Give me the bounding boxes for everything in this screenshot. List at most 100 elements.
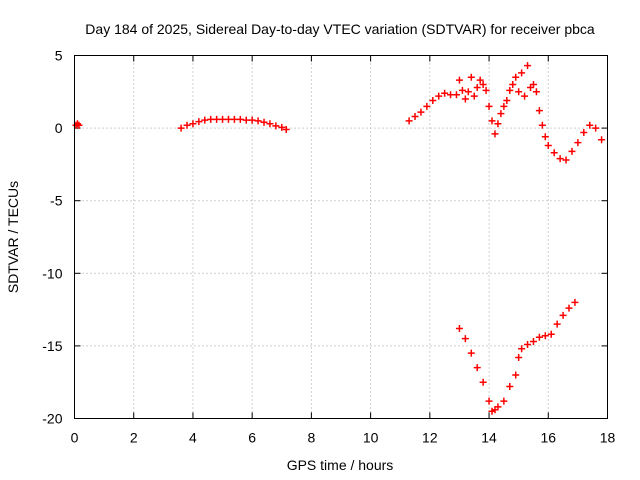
data-point — [550, 149, 558, 157]
data-point — [455, 76, 463, 84]
x-tick-label: 10 — [363, 430, 379, 446]
data-point — [479, 378, 487, 386]
x-tick-label: 6 — [248, 430, 256, 446]
data-point — [509, 81, 517, 89]
data-point — [282, 126, 290, 134]
data-point — [242, 116, 250, 124]
data-point — [491, 130, 499, 138]
data-point — [75, 121, 83, 129]
data-point — [183, 121, 191, 129]
data-point — [535, 107, 543, 115]
series-segment-afternoon-upper — [405, 62, 606, 164]
data-point — [435, 92, 443, 100]
data-point — [512, 73, 520, 81]
data-point — [452, 91, 460, 99]
data-point — [494, 403, 502, 411]
data-point — [447, 91, 455, 99]
x-tick-label: 4 — [189, 430, 197, 446]
y-tick-label: -20 — [42, 411, 62, 427]
series-segment-afternoon-lower — [455, 298, 579, 415]
data-point — [429, 97, 437, 105]
data-point — [515, 354, 523, 362]
data-point — [598, 136, 606, 144]
data-point — [529, 81, 537, 89]
data-point — [544, 142, 552, 150]
data-point — [479, 81, 487, 89]
x-tick-label: 14 — [481, 430, 497, 446]
data-point — [423, 102, 431, 110]
data-point — [541, 332, 549, 340]
data-point — [518, 345, 526, 353]
chart-title: Day 184 of 2025, Sidereal Day-to-day VTE… — [85, 21, 595, 37]
series-segment-morning — [177, 115, 290, 134]
data-point — [278, 123, 286, 131]
data-point — [535, 333, 543, 341]
data-point — [260, 118, 268, 126]
y-tick-labels: 5 0 -5 -10 -15 -20 — [42, 48, 62, 427]
data-point — [500, 102, 508, 110]
data-point — [485, 102, 493, 110]
data-point — [441, 89, 449, 97]
data-point — [485, 397, 493, 405]
data-point — [574, 139, 582, 147]
data-point — [195, 118, 203, 126]
data-point — [230, 115, 238, 123]
data-point — [515, 88, 523, 96]
x-tick-label: 16 — [540, 430, 556, 446]
data-point — [272, 122, 280, 130]
y-tick-label: 0 — [55, 120, 63, 136]
y-tick-label: -5 — [50, 193, 63, 209]
data-point — [461, 95, 469, 103]
data-point — [494, 120, 502, 128]
x-tick-label: 18 — [600, 430, 616, 446]
data-point — [559, 311, 567, 319]
data-point — [236, 115, 244, 123]
data-point — [417, 108, 425, 116]
data-point — [586, 121, 594, 129]
data-point — [553, 320, 561, 328]
y-tick-label: -10 — [42, 265, 62, 281]
data-point — [529, 338, 537, 346]
data-point — [571, 298, 579, 306]
data-point — [497, 110, 505, 118]
data-point — [73, 120, 81, 128]
data-point — [473, 83, 481, 91]
data-point — [524, 62, 532, 70]
data-point — [470, 92, 478, 100]
data-point — [503, 97, 511, 105]
data-point — [411, 112, 419, 120]
data-point — [458, 86, 466, 94]
data-point — [482, 86, 490, 94]
data-point — [538, 121, 546, 129]
data-point — [405, 117, 413, 125]
data-point — [580, 128, 588, 136]
x-tick-label: 0 — [71, 430, 79, 446]
data-point — [592, 124, 600, 132]
data-point — [461, 335, 469, 343]
data-point — [177, 124, 185, 132]
data-point — [532, 88, 540, 96]
data-point — [248, 116, 256, 124]
x-axis-label: GPS time / hours — [287, 457, 394, 473]
data-point — [476, 76, 484, 84]
data-point — [455, 324, 463, 332]
x-tick-label: 8 — [307, 430, 315, 446]
data-point — [524, 340, 532, 348]
data-point — [562, 156, 570, 164]
data-point — [518, 69, 526, 77]
data-point — [224, 115, 232, 123]
axis-ticks — [74, 55, 608, 419]
data-point — [467, 73, 475, 81]
data-point — [556, 155, 564, 163]
data-point — [207, 115, 215, 123]
x-tick-label: 2 — [130, 430, 138, 446]
series-segment-early — [72, 120, 83, 129]
data-point — [189, 120, 197, 128]
data-points — [72, 62, 606, 415]
data-point — [541, 133, 549, 141]
data-point — [506, 383, 514, 391]
x-tick-labels: 0 2 4 6 8 10 12 14 16 18 — [71, 430, 616, 446]
data-point — [213, 115, 221, 123]
data-point — [488, 117, 496, 125]
